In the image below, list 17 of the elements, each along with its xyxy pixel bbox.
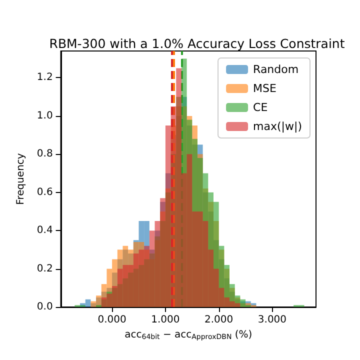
x-tick-label: 1.000 bbox=[151, 314, 180, 326]
x-tick-label: 2.000 bbox=[204, 314, 234, 326]
chart-title: RBM-300 with a 1.0% Accuracy Loss Constraint bbox=[49, 36, 345, 51]
x-tick-label: 0.000 bbox=[98, 314, 126, 326]
y-tick-label: 0.2 bbox=[36, 263, 53, 274]
y-tick-label: 0.0 bbox=[36, 302, 53, 312]
y-axis-title: Frequency bbox=[16, 153, 26, 205]
y-tick-label: 1.2 bbox=[36, 72, 53, 84]
legend-label: Random bbox=[253, 63, 299, 76]
y-tick-label: 1.0 bbox=[36, 110, 53, 122]
legend-label: MSE bbox=[253, 82, 277, 95]
legend-label: max(|w|) bbox=[253, 120, 302, 133]
y-tick-label: 0.4 bbox=[36, 225, 53, 236]
y-tick-label: 0.6 bbox=[36, 186, 53, 198]
y-tick-label: 0.8 bbox=[36, 148, 53, 160]
legend-label: CE bbox=[253, 101, 268, 114]
x-tick-label: 3.000 bbox=[258, 314, 287, 326]
